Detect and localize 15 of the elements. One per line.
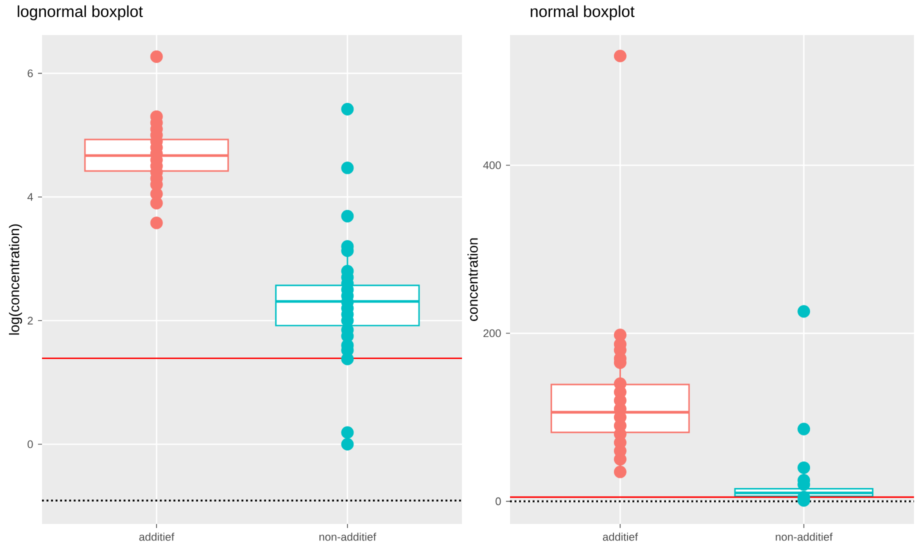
y-tick-label: 4 bbox=[27, 193, 33, 201]
y-tick-label: 6 bbox=[28, 69, 33, 78]
y-tick-label: 400 bbox=[483, 161, 501, 170]
x-tick-label: non-additief bbox=[319, 532, 376, 541]
x-tick-label: non-additief bbox=[776, 532, 833, 541]
y-axis-title: log(concentration) bbox=[8, 224, 22, 334]
chart-title: normal boxplot bbox=[530, 5, 635, 20]
y-tick-label: 0 bbox=[28, 440, 33, 448]
y-tick-label: 0 bbox=[496, 497, 501, 506]
x-tick-label: additief bbox=[139, 532, 174, 541]
y-tick-label: 200 bbox=[483, 329, 501, 338]
y-tick-label: 2 bbox=[28, 316, 33, 324]
x-tick-label: additief bbox=[602, 532, 638, 541]
chart-title: lognormal boxplot bbox=[18, 5, 143, 20]
y-axis-title: concentration bbox=[468, 238, 478, 321]
